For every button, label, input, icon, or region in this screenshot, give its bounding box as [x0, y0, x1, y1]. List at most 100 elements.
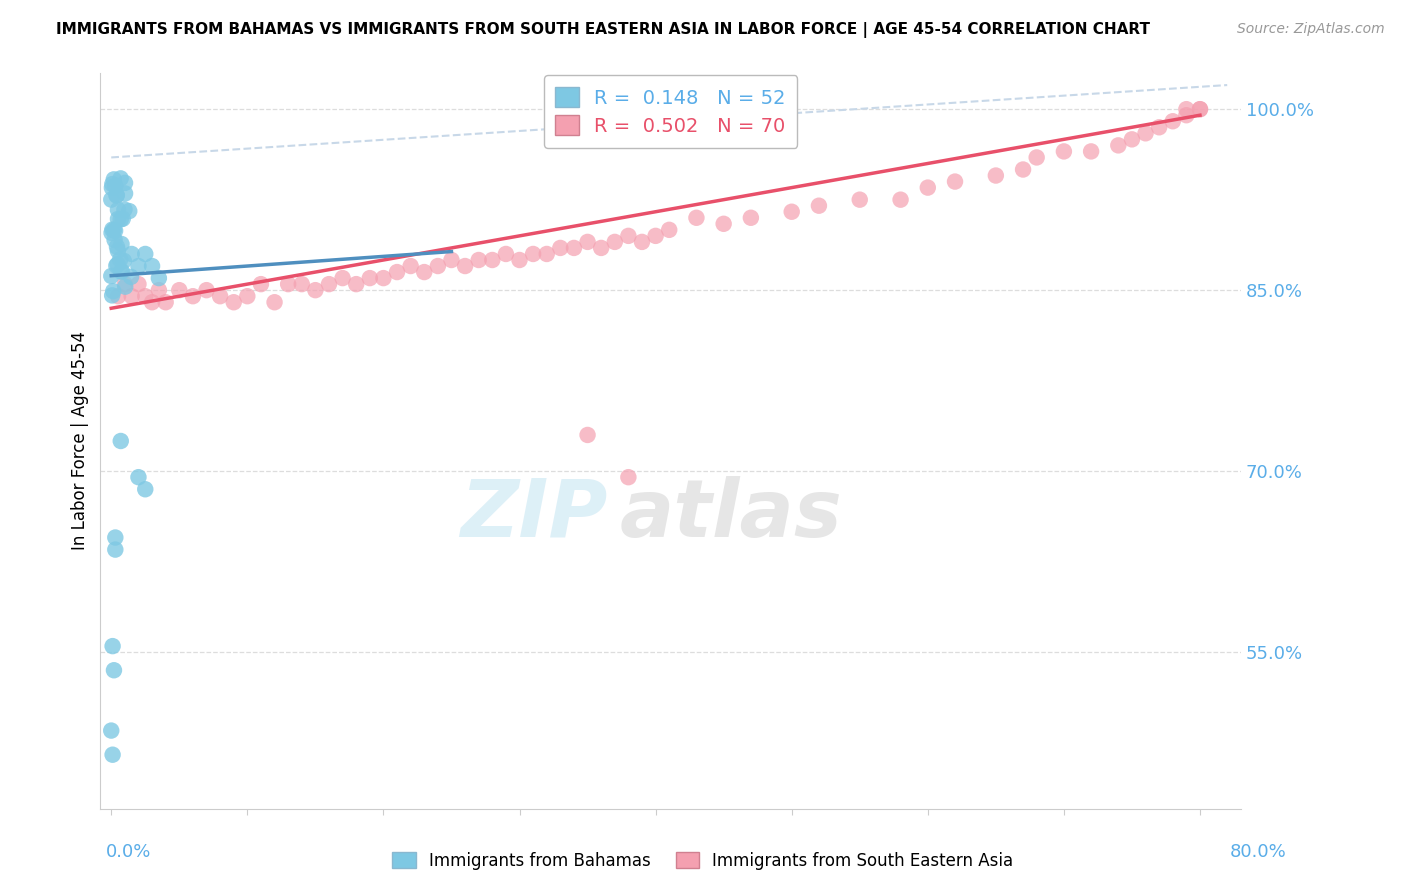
Point [522, 247, 544, 261]
Point [134, 482, 156, 496]
Point [373, 271, 395, 285]
Point [209, 289, 232, 303]
Point [181, 289, 204, 303]
Y-axis label: In Labor Force | Age 45-54: In Labor Force | Age 45-54 [72, 332, 89, 550]
Point [481, 252, 503, 267]
Point [576, 235, 599, 249]
Point [467, 252, 489, 267]
Point [359, 271, 381, 285]
Point [1025, 151, 1047, 165]
Point [413, 265, 436, 279]
Point [1188, 102, 1211, 116]
Point [114, 277, 136, 292]
Point [454, 259, 477, 273]
Text: Source: ZipAtlas.com: Source: ZipAtlas.com [1237, 22, 1385, 37]
Point [134, 289, 156, 303]
Point [107, 257, 129, 271]
Point [121, 247, 143, 261]
Point [111, 264, 134, 278]
Point [495, 247, 517, 261]
Point [111, 211, 134, 226]
Point [591, 241, 613, 255]
Point [127, 277, 149, 292]
Point [100, 723, 122, 738]
Point [1080, 145, 1102, 159]
Point [101, 222, 124, 236]
Point [121, 289, 143, 303]
Text: atlas: atlas [619, 475, 842, 554]
Point [110, 212, 132, 227]
Point [576, 428, 599, 442]
Point [103, 172, 125, 186]
Point [644, 228, 666, 243]
Point [101, 747, 124, 762]
Point [108, 252, 131, 267]
Point [127, 259, 149, 273]
Point [1053, 145, 1076, 159]
Point [780, 204, 803, 219]
Point [103, 284, 125, 298]
Point [100, 268, 122, 283]
Point [104, 531, 127, 545]
Point [277, 277, 299, 292]
Point [104, 224, 127, 238]
Point [103, 223, 125, 237]
Point [631, 235, 654, 249]
Point [263, 295, 285, 310]
Point [1107, 138, 1129, 153]
Point [101, 288, 124, 302]
Point [1147, 120, 1170, 135]
Text: 80.0%: 80.0% [1230, 843, 1286, 861]
Point [141, 259, 163, 273]
Point [105, 259, 128, 273]
Point [848, 193, 870, 207]
Point [114, 202, 136, 217]
Point [148, 283, 170, 297]
Point [222, 295, 245, 310]
Point [943, 175, 966, 189]
Point [740, 211, 762, 225]
Point [114, 176, 136, 190]
Point [107, 244, 129, 258]
Point [685, 211, 707, 225]
Point [105, 188, 128, 202]
Point [1012, 162, 1035, 177]
Point [155, 295, 177, 310]
Point [1175, 102, 1198, 116]
Point [426, 259, 449, 273]
Point [195, 283, 218, 297]
Point [603, 235, 626, 249]
Text: IMMIGRANTS FROM BAHAMAS VS IMMIGRANTS FROM SOUTH EASTERN ASIA IN LABOR FORCE | A: IMMIGRANTS FROM BAHAMAS VS IMMIGRANTS FR… [56, 22, 1150, 38]
Point [112, 253, 135, 268]
Point [110, 171, 132, 186]
Point [1161, 114, 1184, 128]
Point [807, 199, 830, 213]
Point [110, 434, 132, 448]
Point [134, 247, 156, 261]
Point [169, 283, 191, 297]
Point [100, 193, 122, 207]
Point [114, 279, 136, 293]
Point [104, 178, 127, 193]
Point [508, 252, 530, 267]
Point [304, 283, 326, 297]
Point [332, 271, 354, 285]
Point [101, 177, 124, 191]
Point [236, 289, 259, 303]
Point [100, 226, 122, 240]
Point [250, 277, 273, 292]
Point [562, 241, 585, 255]
Point [127, 470, 149, 484]
Point [536, 247, 558, 261]
Point [1121, 132, 1143, 146]
Point [385, 265, 408, 279]
Point [103, 663, 125, 677]
Point [101, 639, 124, 653]
Point [291, 277, 314, 292]
Point [984, 169, 1007, 183]
Point [104, 542, 127, 557]
Point [890, 193, 912, 207]
Point [617, 228, 640, 243]
Point [114, 186, 136, 201]
Point [344, 277, 367, 292]
